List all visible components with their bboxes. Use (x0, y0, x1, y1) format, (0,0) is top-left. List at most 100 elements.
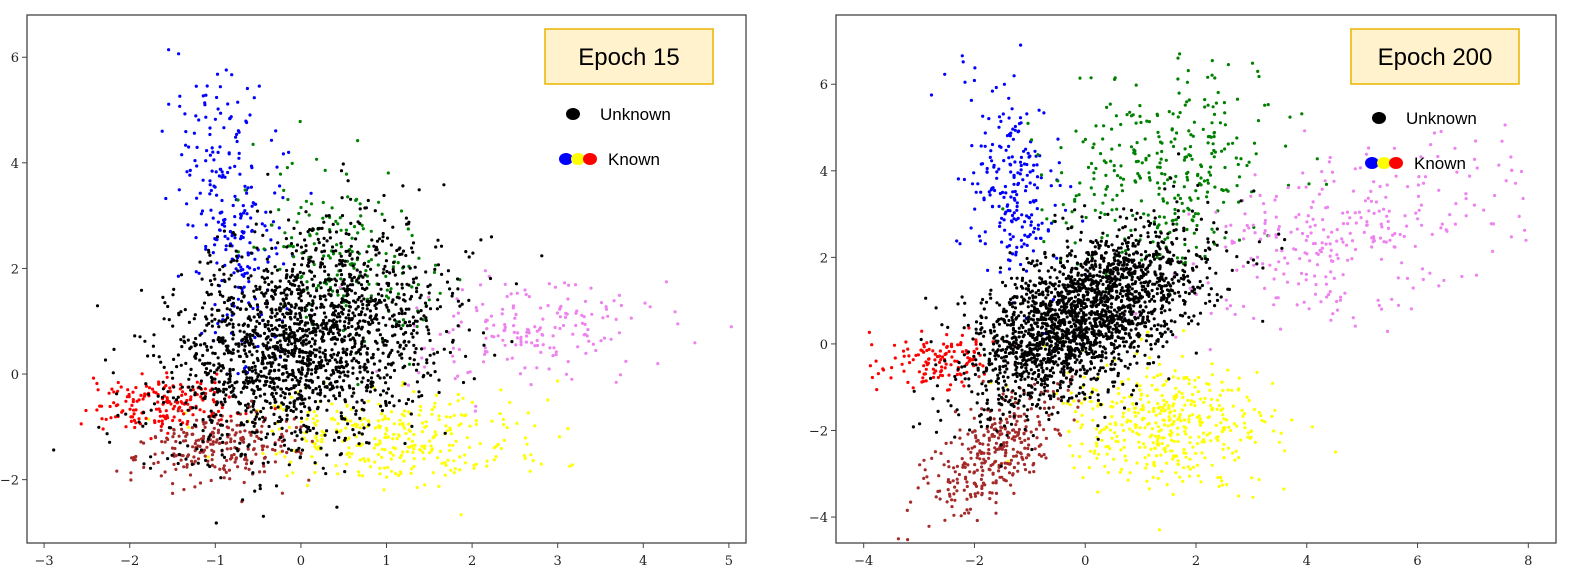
data-point (1118, 144, 1121, 147)
data-point (490, 235, 493, 238)
data-point (456, 277, 459, 280)
data-point (382, 232, 385, 235)
data-point (1282, 272, 1285, 275)
data-point (970, 457, 973, 460)
data-point (425, 305, 428, 308)
data-point (383, 467, 386, 470)
data-point (412, 322, 415, 325)
data-point (187, 386, 190, 389)
data-point (157, 420, 160, 423)
data-point (263, 281, 266, 284)
data-point (546, 398, 549, 401)
data-point (1013, 160, 1016, 163)
data-point (242, 441, 245, 444)
data-point (225, 471, 228, 474)
data-point (208, 254, 211, 257)
data-point (1014, 431, 1017, 434)
data-point (589, 287, 592, 290)
data-point (965, 498, 968, 501)
data-point (1504, 123, 1507, 126)
data-point (213, 465, 216, 468)
data-point (238, 402, 241, 405)
data-point (377, 293, 380, 296)
data-point (262, 515, 265, 518)
data-point (358, 442, 361, 445)
data-point (1147, 214, 1150, 217)
data-point (1184, 452, 1187, 455)
data-point (129, 408, 132, 411)
data-point (389, 376, 392, 379)
data-point (1354, 211, 1357, 214)
legend-marker-known (559, 153, 573, 165)
data-point (209, 260, 212, 263)
data-point (223, 230, 226, 233)
data-point (365, 206, 368, 209)
data-point (313, 348, 316, 351)
data-point (180, 400, 183, 403)
data-point (468, 446, 471, 449)
data-point (204, 116, 207, 119)
data-point (283, 315, 286, 318)
data-point (191, 463, 194, 466)
data-point (973, 482, 976, 485)
data-point (245, 336, 248, 339)
data-point (384, 324, 387, 327)
data-point (1029, 201, 1032, 204)
data-point (1095, 457, 1098, 460)
data-point (171, 293, 174, 296)
data-point (1134, 415, 1137, 418)
data-point (1474, 139, 1477, 142)
data-point (1128, 111, 1131, 114)
data-point (295, 249, 298, 252)
data-point (214, 118, 217, 121)
data-point (314, 354, 317, 357)
data-point (440, 245, 443, 248)
data-point (1019, 263, 1022, 266)
data-point (950, 505, 953, 508)
data-point (925, 341, 928, 344)
data-point (331, 245, 334, 248)
data-point (335, 431, 338, 434)
data-point (429, 307, 432, 310)
data-point (1196, 442, 1199, 445)
data-point (312, 323, 315, 326)
data-point (182, 488, 185, 491)
data-point (693, 341, 696, 344)
data-point (1259, 414, 1262, 417)
data-point (108, 441, 111, 444)
data-point (254, 396, 257, 399)
data-point (1167, 424, 1170, 427)
data-point (974, 430, 977, 433)
data-point (1379, 237, 1382, 240)
data-point (366, 370, 369, 373)
data-point (336, 422, 339, 425)
data-point (149, 455, 152, 458)
data-point (281, 196, 284, 199)
data-point (213, 378, 216, 381)
data-point (1102, 124, 1105, 127)
data-point (164, 197, 167, 200)
data-point (301, 449, 304, 452)
data-point (311, 380, 314, 383)
data-point (439, 305, 442, 308)
data-point (1014, 253, 1017, 256)
data-point (360, 283, 363, 286)
data-point (366, 280, 369, 283)
data-point (378, 251, 381, 254)
data-point (353, 276, 356, 279)
data-point (100, 405, 103, 408)
data-point (337, 331, 340, 334)
data-point (413, 358, 416, 361)
data-point (328, 383, 331, 386)
data-point (1497, 164, 1500, 167)
data-point (116, 414, 119, 417)
data-point (307, 265, 310, 268)
data-point (1120, 423, 1123, 426)
data-point (1518, 215, 1521, 218)
data-point (1212, 105, 1215, 108)
data-point (189, 389, 192, 392)
data-point (354, 199, 357, 202)
data-point (360, 340, 363, 343)
data-point (1218, 485, 1221, 488)
data-point (1034, 237, 1037, 240)
